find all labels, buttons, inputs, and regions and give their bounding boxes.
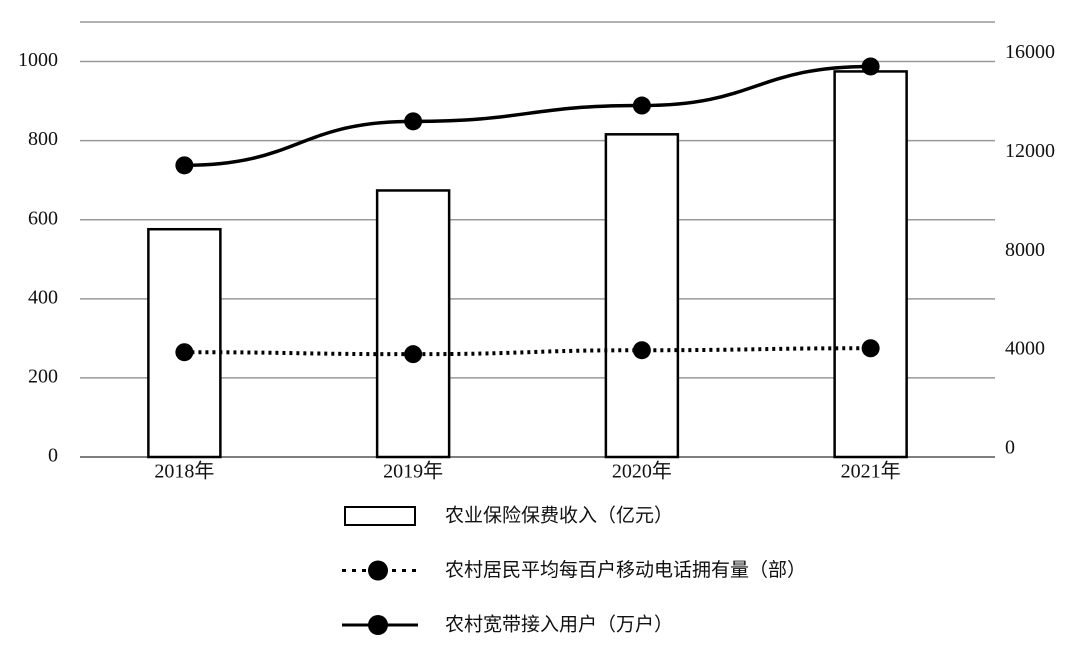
bar: [833, 70, 908, 459]
legend-label: 农村宽带接入用户（万户）: [445, 614, 673, 636]
y-tick-label: 600: [28, 207, 58, 229]
marker: [175, 156, 194, 175]
dotted-line: [184, 346, 871, 357]
x-tick-label: 2018年: [154, 460, 214, 483]
bar: [604, 133, 680, 459]
legend-label: 农业保险保费收入（亿元）: [445, 505, 673, 527]
y2-tick-label: 8000: [1005, 239, 1045, 261]
marker: [632, 96, 651, 115]
legend-marker: [368, 560, 388, 581]
y-tick-label: 800: [28, 128, 58, 150]
bar: [375, 189, 451, 459]
y2-tick-label: 4000: [1005, 338, 1045, 360]
marker: [861, 57, 880, 76]
y-tick-label: 400: [28, 286, 58, 308]
marker: [404, 112, 423, 131]
y-tick-label: 0: [48, 445, 58, 467]
y-tick-label: 1000: [18, 49, 58, 71]
y2-tick-label: 0: [1005, 437, 1015, 459]
legend-label: 农村居民平均每百户移动电话拥有量（部）: [445, 559, 806, 581]
marker: [404, 345, 423, 364]
x-tick-label: 2019年: [383, 460, 443, 483]
x-tick-label: 2021年: [841, 460, 901, 483]
y2-tick-label: 12000: [1005, 140, 1055, 162]
legend-swatch: [344, 506, 416, 526]
marker: [632, 341, 651, 360]
bar: [147, 227, 222, 459]
x-tick-label: 2020年: [612, 460, 672, 483]
legend-marker: [368, 615, 388, 635]
line: [184, 64, 871, 168]
marker: [175, 343, 194, 362]
marker: [861, 339, 880, 358]
y2-tick-label: 16000: [1005, 41, 1055, 63]
y-tick-label: 200: [28, 366, 58, 388]
